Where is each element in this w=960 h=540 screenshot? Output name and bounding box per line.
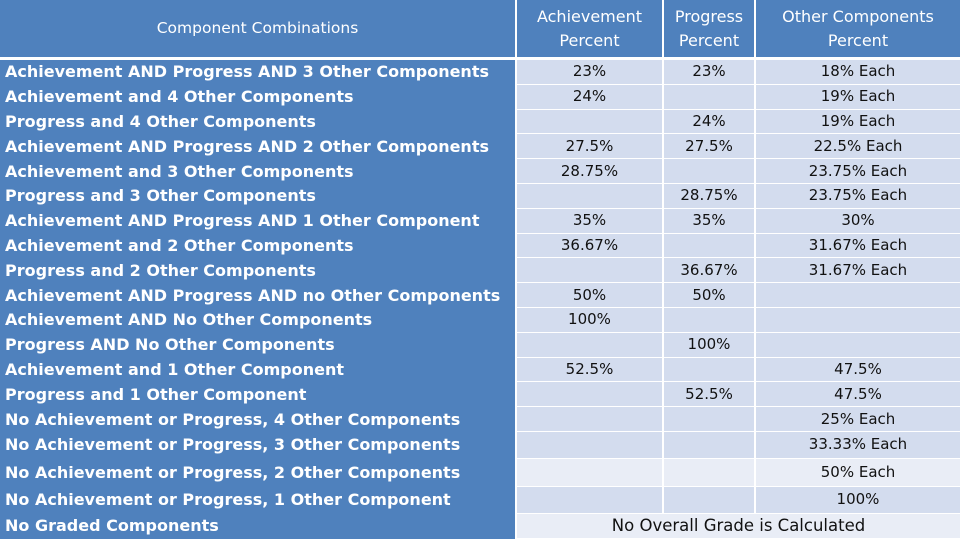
achievement-value: 52.5% (517, 357, 664, 383)
progress-value: 23% (664, 60, 756, 85)
row-label: Progress and 4 Other Components (0, 109, 517, 135)
progress-value: 50% (664, 283, 756, 308)
other-value: 18% Each (756, 60, 960, 85)
other-value: 30% (756, 208, 960, 234)
achievement-value (517, 183, 664, 209)
progress-value (664, 307, 756, 333)
other-value: 47.5% (756, 382, 960, 408)
row-label: Achievement AND Progress AND 2 Other Com… (0, 134, 517, 160)
achievement-value: 100% (517, 307, 664, 333)
row-label: Progress AND No Other Components (0, 332, 517, 358)
row-label: Progress and 3 Other Components (0, 183, 517, 209)
other-value: 19% Each (756, 84, 960, 110)
achievement-value (517, 407, 664, 432)
achievement-value: 27.5% (517, 134, 664, 160)
progress-value (664, 357, 756, 383)
row-label: Achievement AND Progress AND 1 Other Com… (0, 208, 517, 234)
progress-value (664, 159, 756, 184)
row-label: No Achievement or Progress, 3 Other Comp… (0, 431, 517, 459)
row-label: No Achievement or Progress, 1 Other Comp… (0, 486, 517, 514)
progress-value (664, 233, 756, 259)
row-label: Achievement and 3 Other Components (0, 159, 517, 184)
achievement-value (517, 431, 664, 459)
achievement-value (517, 109, 664, 135)
row-label: Achievement and 2 Other Components (0, 233, 517, 259)
header-achievement-percent: Achievement Percent (517, 0, 664, 60)
progress-value: 100% (664, 332, 756, 358)
achievement-value (517, 458, 664, 487)
achievement-value: 23% (517, 60, 664, 85)
progress-value (664, 431, 756, 459)
row-label: Achievement AND No Other Components (0, 307, 517, 333)
achievement-value: 50% (517, 283, 664, 308)
header-other-components-percent: Other Components Percent (756, 0, 960, 60)
other-value (756, 283, 960, 308)
progress-value (664, 458, 756, 487)
progress-value (664, 84, 756, 110)
achievement-value: 28.75% (517, 159, 664, 184)
other-value (756, 307, 960, 333)
achievement-value: 35% (517, 208, 664, 234)
other-value: 31.67% Each (756, 233, 960, 259)
progress-value: 35% (664, 208, 756, 234)
other-value: 47.5% (756, 357, 960, 383)
progress-value: 52.5% (664, 382, 756, 408)
row-label: Progress and 1 Other Component (0, 382, 517, 408)
achievement-value (517, 258, 664, 284)
progress-value (664, 486, 756, 514)
achievement-value (517, 332, 664, 358)
header-progress-percent: Progress Percent (664, 0, 756, 60)
other-value: 19% Each (756, 109, 960, 135)
other-value: 100% (756, 486, 960, 514)
header-component-combinations: Component Combinations (0, 0, 517, 60)
progress-value: 28.75% (664, 183, 756, 209)
other-value: 23.75% Each (756, 159, 960, 184)
achievement-value: 36.67% (517, 233, 664, 259)
row-label: Achievement AND Progress AND 3 Other Com… (0, 60, 517, 85)
progress-value: 36.67% (664, 258, 756, 284)
row-label: Progress and 2 Other Components (0, 258, 517, 284)
row-label: No Achievement or Progress, 4 Other Comp… (0, 407, 517, 432)
other-value: 22.5% Each (756, 134, 960, 160)
achievement-value: 24% (517, 84, 664, 110)
other-value: 25% Each (756, 407, 960, 432)
progress-value: 24% (664, 109, 756, 135)
no-overall-grade-note: No Overall Grade is Calculated (517, 513, 960, 539)
other-value: 33.33% Each (756, 431, 960, 459)
row-label: Achievement AND Progress AND no Other Co… (0, 283, 517, 308)
progress-value (664, 407, 756, 432)
other-value: 31.67% Each (756, 258, 960, 284)
row-label: No Achievement or Progress, 2 Other Comp… (0, 458, 517, 487)
row-label: Achievement and 4 Other Components (0, 84, 517, 110)
other-value: 50% Each (756, 458, 960, 487)
progress-value: 27.5% (664, 134, 756, 160)
other-value (756, 332, 960, 358)
other-value: 23.75% Each (756, 183, 960, 209)
achievement-value (517, 486, 664, 514)
final-row-label: No Graded Components (0, 513, 517, 539)
achievement-value (517, 382, 664, 408)
row-label: Achievement and 1 Other Component (0, 357, 517, 383)
